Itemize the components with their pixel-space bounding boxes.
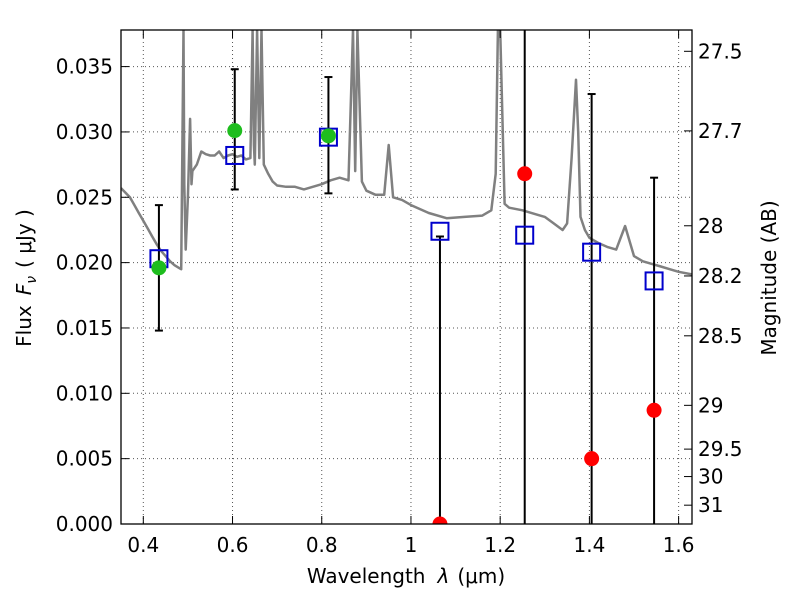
y2-axis-ticks: 27.5 27.7 28 28.2 28.5 29 29.5 30 31: [684, 39, 743, 517]
model-photometry-square: [430, 221, 450, 241]
x-tick-label: 1: [405, 533, 418, 557]
y2-tick-label: 30: [698, 465, 723, 489]
x-axis-label: Wavelength λ (μm): [307, 564, 505, 588]
x-tick-label: 1.6: [663, 533, 695, 557]
model-photometry-square: [582, 242, 602, 262]
y2-tick-label: 28: [698, 214, 723, 238]
marker-layer: [149, 123, 664, 524]
x-tick-label: 0.8: [306, 533, 338, 557]
y2-tick-label: 31: [698, 493, 723, 517]
non-detection-point: [646, 402, 662, 418]
y-tick-label: 0.020: [56, 251, 113, 275]
non-detection-point: [432, 516, 448, 524]
x-axis-ticks: 0.4 0.6 0.8 1 1.2 1.4 1.6: [127, 30, 695, 557]
grid-lines: [121, 30, 692, 525]
non-detection-point: [517, 166, 533, 182]
detection-point: [320, 128, 336, 144]
y2-tick-label: 29: [698, 393, 723, 417]
x-tick-label: 0.4: [127, 533, 159, 557]
y2-tick-label: 27.7: [698, 119, 743, 143]
y-tick-label: 0.030: [56, 120, 113, 144]
model-spectrum-layer: [121, 30, 692, 276]
y-tick-label: 0.015: [56, 316, 113, 340]
detection-point: [227, 123, 243, 139]
y2-axis-label: Magnitude (AB): [757, 200, 781, 355]
x-tick-label: 1.4: [573, 533, 605, 557]
y-tick-label: 0.000: [56, 512, 113, 536]
y2-tick-label: 28.5: [698, 324, 743, 348]
y-axis-ticks: 0.000 0.005 0.010 0.015 0.020 0.025 0.030 0.035: [56, 55, 129, 536]
model-photometry-square: [515, 225, 535, 245]
y-tick-label: 0.035: [56, 55, 113, 79]
model-photometry-square: [644, 271, 664, 291]
x-tick-label: 1.2: [484, 533, 516, 557]
x-tick-label: 0.6: [217, 533, 249, 557]
model-photometry-square: [225, 145, 245, 165]
errorbar-layer: [154, 30, 659, 524]
detection-point: [151, 260, 167, 276]
y-tick-label: 0.025: [56, 185, 113, 209]
model-spectrum-line: [121, 30, 692, 276]
y2-tick-label: 27.5: [698, 39, 743, 63]
y2-tick-label: 28.2: [698, 264, 743, 288]
y-tick-label: 0.005: [56, 447, 113, 471]
non-detection-point: [584, 451, 600, 467]
y-tick-label: 0.010: [56, 381, 113, 405]
y2-tick-label: 29.5: [698, 437, 743, 461]
plot-frame: [120, 29, 693, 525]
y-axis-label: FluxFν( μJy ): [12, 209, 40, 347]
